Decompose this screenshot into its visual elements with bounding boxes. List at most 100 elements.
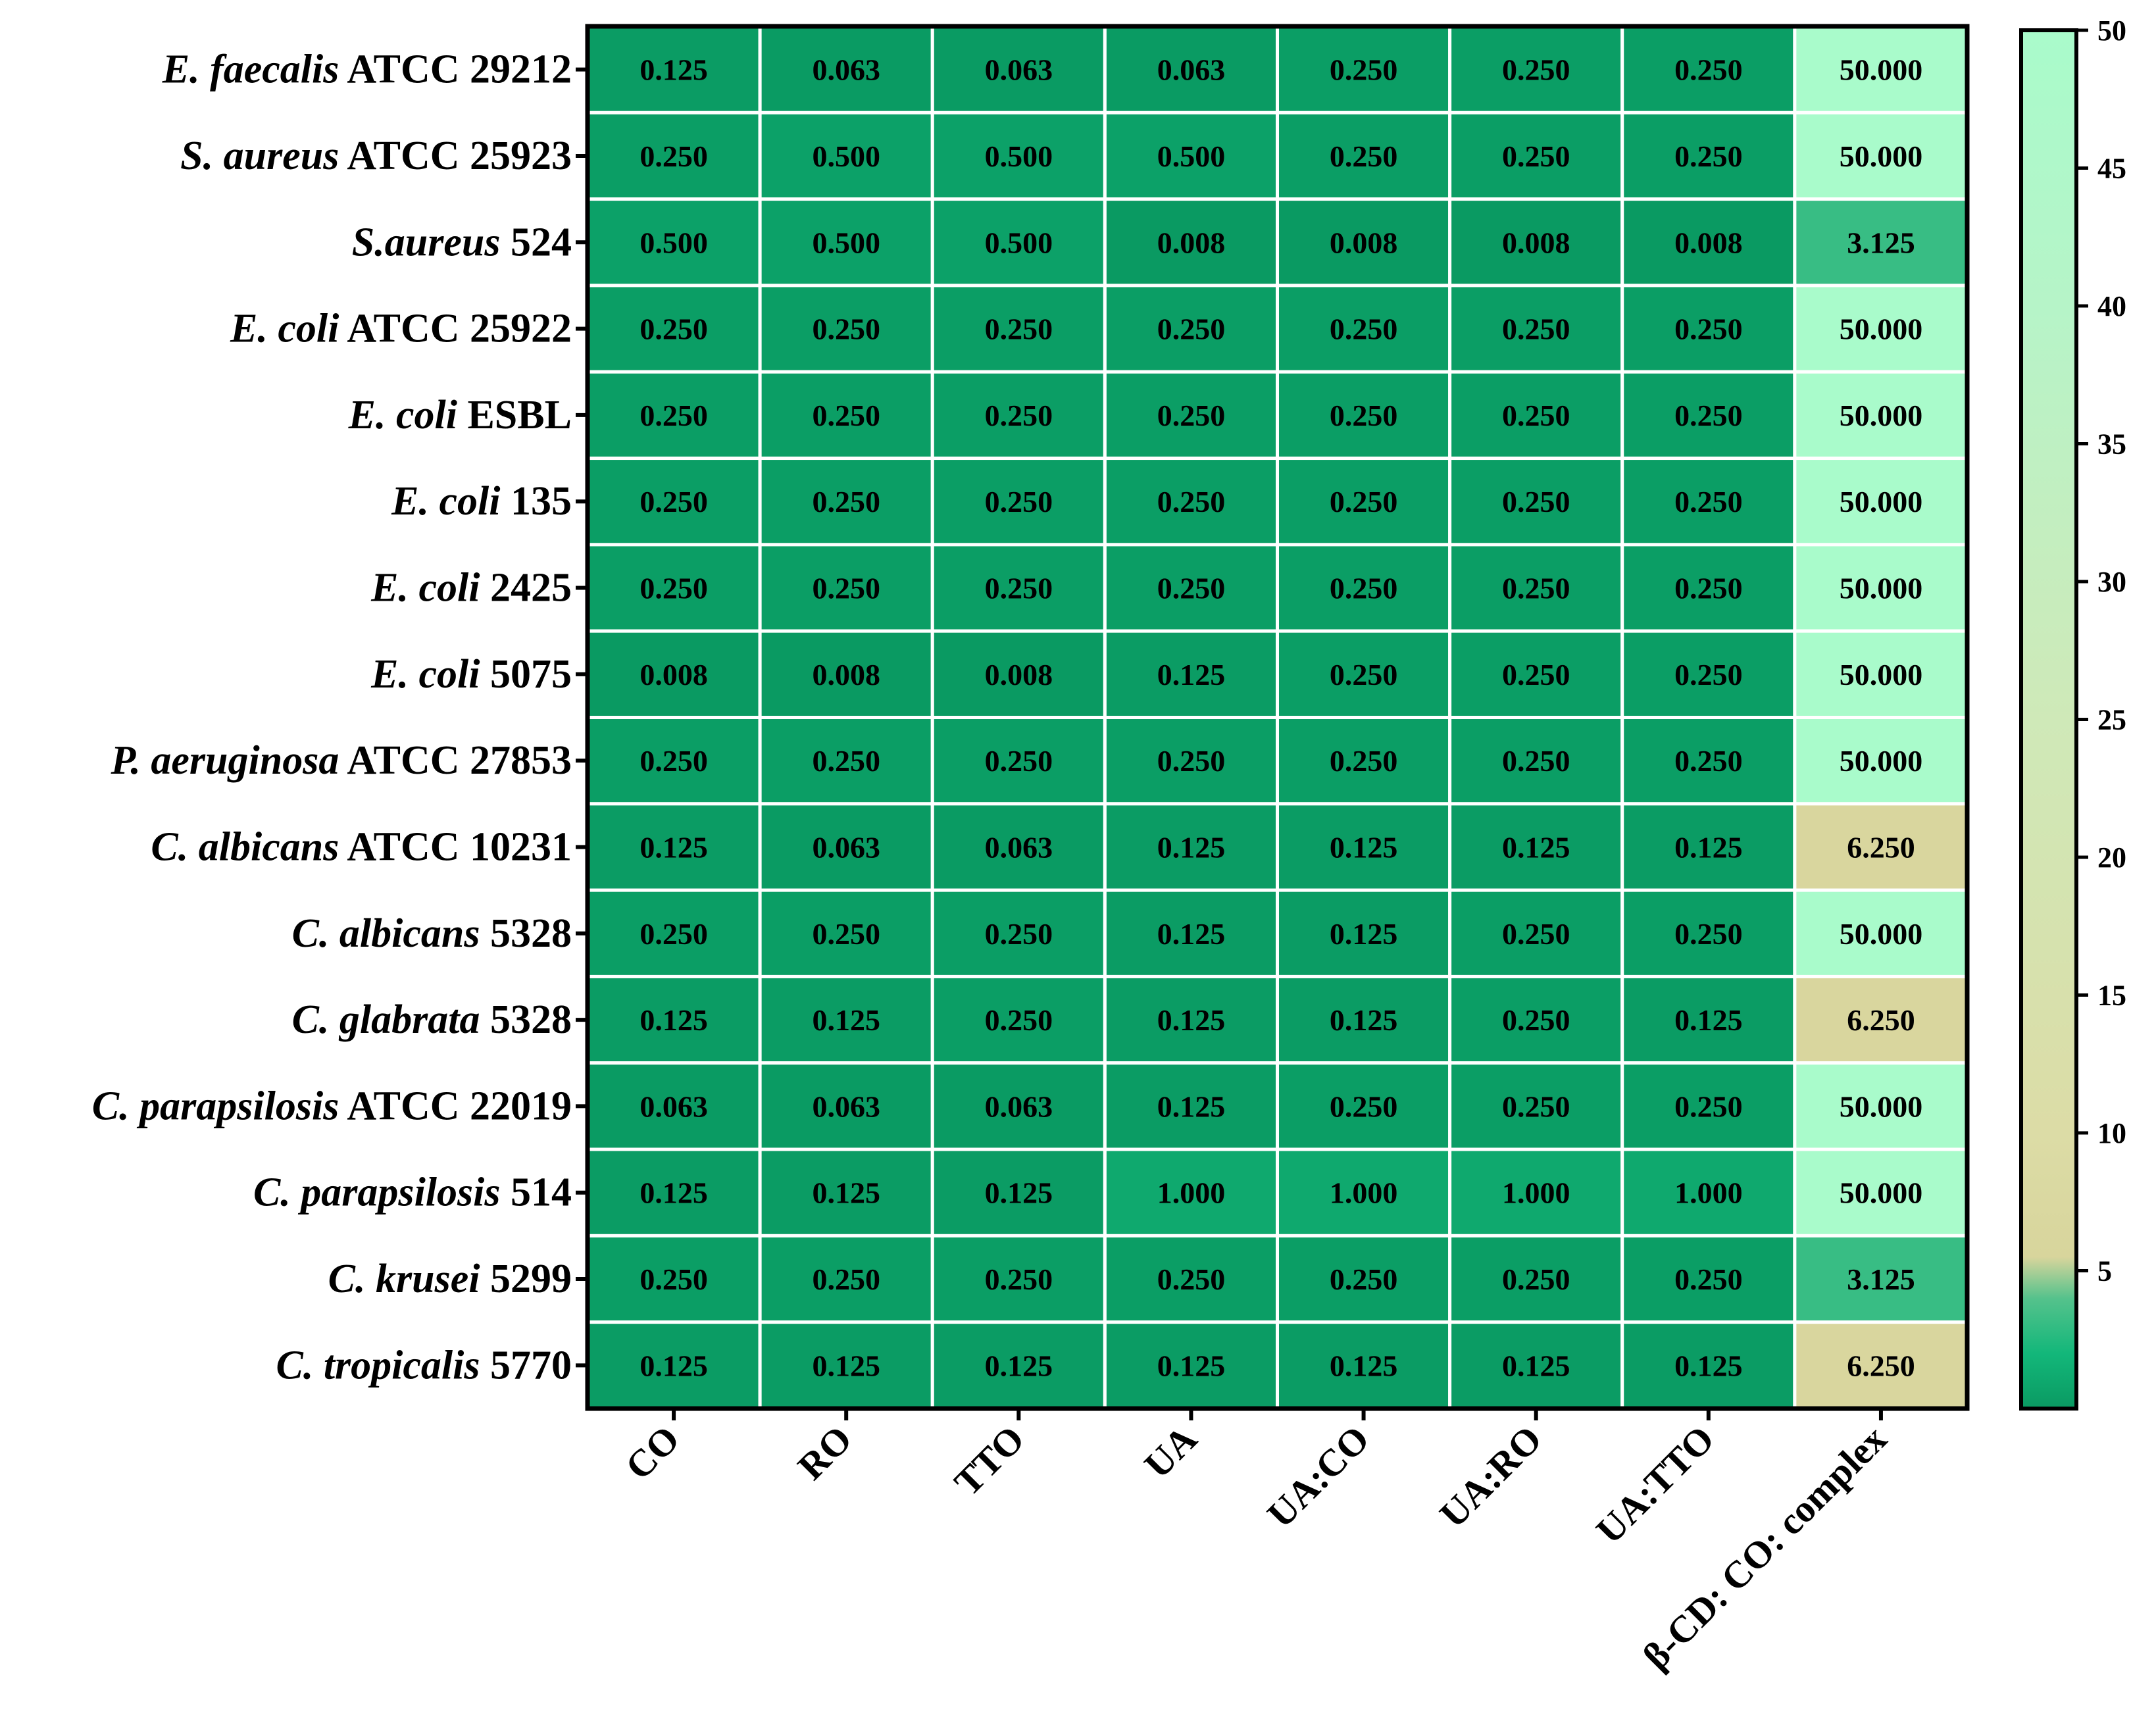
cell-value-label: 0.125 [1330, 1349, 1398, 1382]
row-labels: E. faecalis ATCC 29212 S. aureus ATCC 259… [92, 47, 588, 1388]
heatmap-cell [586, 1147, 762, 1238]
heatmap-cell [1620, 888, 1797, 978]
cell-value-label: 0.125 [639, 53, 708, 87]
cell-value-label: 0.125 [1157, 917, 1226, 951]
cell-value-label: 0.500 [639, 226, 708, 259]
cell-value-label: 0.250 [1674, 1089, 1743, 1123]
heatmap-cell [1620, 1320, 1797, 1411]
cell-value-label: 0.250 [812, 485, 880, 518]
cell-value-label: 0.250 [985, 399, 1053, 432]
cell-value-label: 0.250 [812, 917, 880, 951]
cell-value-label: 50.000 [1840, 139, 1923, 173]
heatmap-cell [1276, 629, 1452, 719]
cell-value-label: 0.125 [812, 1003, 880, 1037]
colorbar-tick-label: 20 [2097, 841, 2126, 874]
cell-value-label: 0.063 [985, 1089, 1053, 1123]
heatmap-cell [1793, 1234, 1969, 1324]
cell-value-label: 0.250 [1674, 572, 1743, 605]
heatmap-cell [930, 1061, 1107, 1151]
cell-value-label: 50.000 [1840, 572, 1923, 605]
row-label: S.aureus 524 [352, 220, 572, 264]
heatmap-cell [930, 1234, 1107, 1324]
cell-value-label: 0.063 [985, 830, 1053, 864]
heatmap-cell [758, 24, 934, 114]
cell-value-label: 0.250 [812, 1262, 880, 1296]
heatmap-cell [1448, 1147, 1624, 1238]
cell-value-label: 0.250 [985, 744, 1053, 778]
colorbar-tick-label: 25 [2097, 704, 2126, 736]
cell-value-label: 0.250 [1674, 658, 1743, 691]
cell-value-label: 1.000 [1157, 1176, 1226, 1210]
cell-value-label: 0.250 [1674, 744, 1743, 778]
cell-value-label: 0.250 [985, 572, 1053, 605]
heatmap-cell [1276, 197, 1452, 288]
cell-value-label: 0.125 [639, 1176, 708, 1210]
cell-value-label: 0.250 [812, 572, 880, 605]
heatmap-cell [1103, 1234, 1279, 1324]
cell-value-label: 0.063 [639, 1089, 708, 1123]
cell-value-label: 0.250 [1330, 485, 1398, 518]
cell-value-label: 1.000 [1330, 1176, 1398, 1210]
heatmap-cell [1103, 716, 1279, 806]
heatmap-cell [1793, 1147, 1969, 1238]
row-label: S. aureus ATCC 25923 [180, 134, 572, 178]
heatmap-cell [758, 716, 934, 806]
heatmap-cell [1448, 1320, 1624, 1411]
heatmap-cell [1793, 974, 1969, 1065]
cell-value-label: 0.063 [812, 830, 880, 864]
heatmap-cell [930, 543, 1107, 633]
cell-value-label: 0.250 [1674, 312, 1743, 346]
cell-value-label: 0.125 [985, 1176, 1053, 1210]
heatmap-cell [1620, 802, 1797, 892]
row-label: C. parapsilosis 514 [253, 1170, 572, 1215]
cell-value-label: 0.125 [639, 1349, 708, 1382]
cell-value-label: 0.250 [985, 917, 1053, 951]
heatmap-cell [586, 1320, 762, 1411]
cell-value-label: 0.250 [1502, 572, 1570, 605]
cell-value-label: 0.125 [1157, 1089, 1226, 1123]
cell-value-label: 0.250 [1502, 53, 1570, 87]
cell-value-label: 0.250 [1674, 1262, 1743, 1296]
cell-value-label: 0.500 [1157, 139, 1226, 173]
cell-value-label: 0.063 [812, 53, 880, 87]
heatmap-cell [930, 284, 1107, 374]
cell-value-label: 0.125 [1157, 1349, 1226, 1382]
plot-frame [585, 24, 1970, 1411]
cell-value-label: 0.250 [639, 572, 708, 605]
cell-value-label: 50.000 [1840, 53, 1923, 87]
row-label: C. albicans 5328 [292, 911, 572, 956]
cell-value-label: 0.125 [639, 830, 708, 864]
cell-value-label: 0.250 [1502, 1262, 1570, 1296]
cell-value-label: 0.125 [1674, 830, 1743, 864]
cell-value-label: 0.500 [985, 139, 1053, 173]
row-label: P. aeruginosa ATCC 27853 [111, 738, 572, 783]
cell-value-label: 0.250 [1330, 53, 1398, 87]
colorbar-tick-label: 10 [2097, 1117, 2126, 1149]
colorbar-tick-label: 30 [2097, 566, 2126, 598]
cell-value-label: 0.250 [639, 744, 708, 778]
column-label: CO [617, 1417, 688, 1488]
heatmap-cell [1103, 1147, 1279, 1238]
cell-value-label: 0.250 [1674, 917, 1743, 951]
heatmap-cell [758, 802, 934, 892]
cell-value-label: 0.250 [1674, 53, 1743, 87]
cell-value-label: 0.250 [1330, 658, 1398, 691]
heatmap-cell [1620, 197, 1797, 288]
heatmap-cell [930, 629, 1107, 719]
heatmap-cell [930, 974, 1107, 1065]
heatmap-cell [758, 888, 934, 978]
cell-value-label: 0.250 [812, 744, 880, 778]
cell-value-label: 0.250 [1330, 399, 1398, 432]
cell-value-label: 0.125 [985, 1349, 1053, 1382]
cell-value-label: 0.500 [812, 226, 880, 259]
cell-value-label: 0.250 [1330, 139, 1398, 173]
heatmap-cell [1620, 457, 1797, 547]
heatmap-cell [586, 974, 762, 1065]
cell-value-label: 0.250 [985, 1262, 1053, 1296]
heatmap-cell [1793, 716, 1969, 806]
heatmap-cell [1276, 888, 1452, 978]
heatmap-cell [1793, 24, 1969, 114]
